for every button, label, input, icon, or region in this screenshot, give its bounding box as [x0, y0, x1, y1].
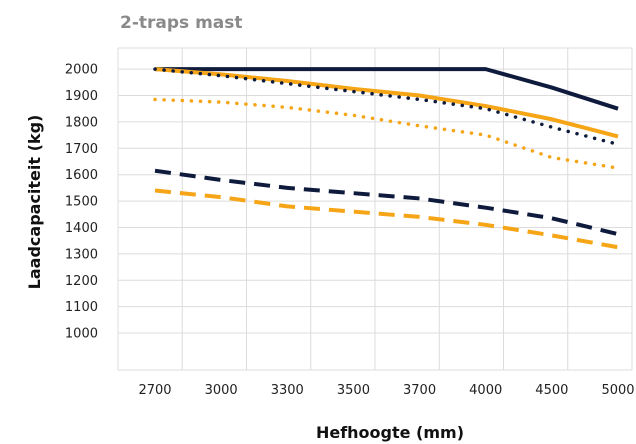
series-line-amber-dashed [154, 188, 619, 250]
series-line-amber-solid [154, 67, 619, 139]
y-tick-label: 2000 [65, 63, 98, 78]
x-tick-label: 4000 [469, 383, 502, 398]
y-tick-label: 1200 [65, 274, 98, 289]
x-tick-label: 3000 [205, 383, 238, 398]
x-tick-label: 2700 [138, 383, 171, 398]
x-axis-ticks: 2700 3000 3300 3500 3700 4000 4500 5000 [138, 383, 634, 398]
y-tick-label: 1700 [65, 142, 98, 157]
x-tick-label: 3700 [403, 383, 436, 398]
series-lines [153, 67, 620, 250]
x-tick-label: 5000 [601, 383, 634, 398]
y-tick-label: 1900 [65, 89, 98, 104]
series-line-navy-solid [155, 67, 619, 111]
series-line-navy-dotted [153, 67, 620, 147]
chart-title: 2-traps mast [120, 13, 243, 33]
x-tick-label: 3300 [271, 383, 304, 398]
x-axis-title: Hefhoogte (mm) [316, 423, 464, 442]
y-axis-ticks: 1000 1100 1200 1300 1400 1500 1600 1700 1800 1900… [65, 63, 98, 342]
y-axis-title: Laadcapaciteit (kg) [25, 115, 44, 290]
y-tick-label: 1500 [65, 195, 98, 210]
y-tick-label: 1300 [65, 247, 98, 262]
y-tick-label: 1100 [65, 300, 98, 315]
series-line-navy-dashed [154, 168, 619, 237]
y-tick-label: 1600 [65, 168, 98, 183]
y-tick-label: 1000 [65, 327, 98, 342]
y-tick-label: 1400 [65, 221, 98, 236]
series-line-amber-dotted [153, 97, 620, 170]
y-tick-label: 1800 [65, 115, 98, 130]
x-tick-label: 4500 [535, 383, 568, 398]
x-tick-label: 3500 [337, 383, 370, 398]
grid [117, 47, 633, 371]
